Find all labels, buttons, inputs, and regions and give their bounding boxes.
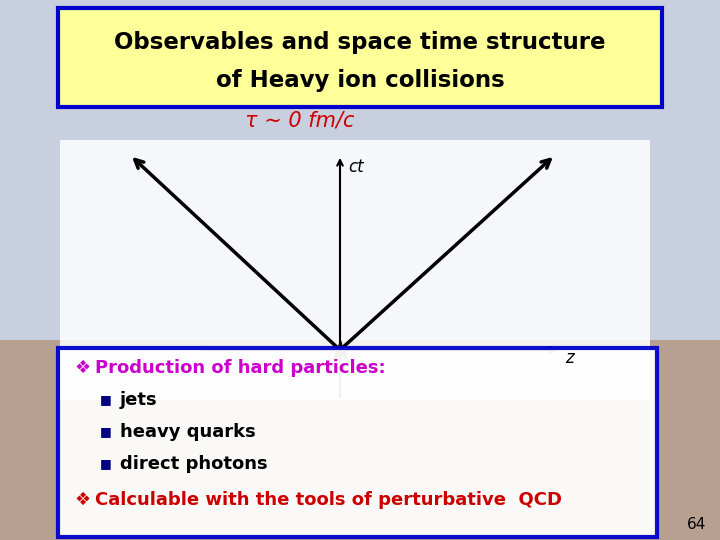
Text: ■: ■	[100, 394, 112, 407]
Text: ❖: ❖	[75, 359, 91, 377]
Text: τ ∼ 0 fm/c: τ ∼ 0 fm/c	[246, 110, 355, 130]
Text: of Heavy ion collisions: of Heavy ion collisions	[215, 69, 505, 91]
Text: jets: jets	[120, 391, 158, 409]
Text: z: z	[565, 349, 574, 367]
FancyBboxPatch shape	[58, 8, 662, 107]
Text: Observables and space time structure: Observables and space time structure	[114, 30, 606, 53]
Text: Production of hard particles:: Production of hard particles:	[95, 359, 386, 377]
Text: Calculable with the tools of perturbative  QCD: Calculable with the tools of perturbativ…	[95, 491, 562, 509]
Bar	[0, 340, 720, 540]
Text: 64: 64	[687, 517, 706, 532]
Text: heavy quarks: heavy quarks	[120, 423, 256, 441]
Bar	[0, 0, 720, 340]
Text: ct: ct	[348, 158, 364, 176]
FancyBboxPatch shape	[58, 348, 657, 537]
Text: ■: ■	[100, 426, 112, 438]
Text: ■: ■	[100, 457, 112, 470]
Text: ❖: ❖	[75, 491, 91, 509]
Text: direct photons: direct photons	[120, 455, 268, 473]
Bar	[60, 140, 650, 400]
